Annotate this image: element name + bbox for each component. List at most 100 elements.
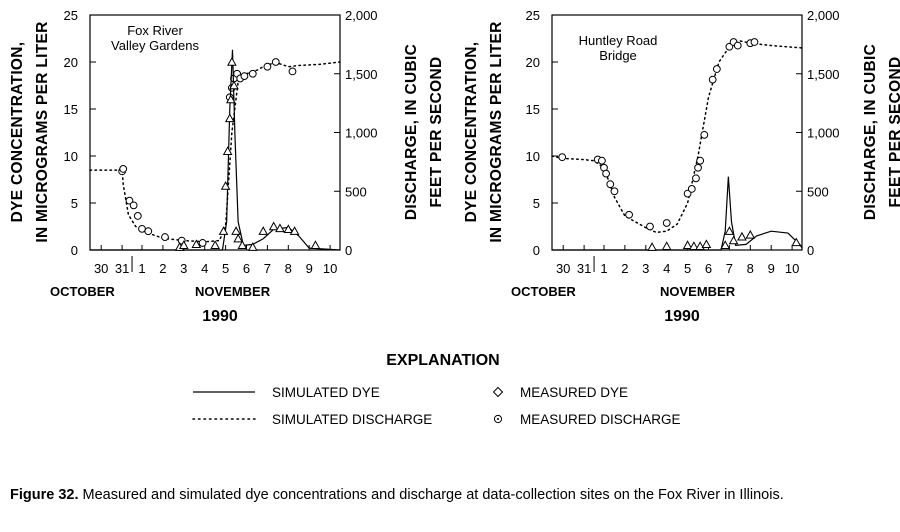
x-tick-label: 2	[621, 261, 628, 276]
measured-dye-point	[737, 231, 747, 241]
caption-text: Measured and simulated dye concentration…	[82, 487, 784, 503]
measured-dye-point	[661, 241, 672, 250]
measured-discharge-point	[144, 227, 153, 236]
measured-dye-point	[258, 226, 269, 235]
x-tick-label: 2	[159, 261, 166, 276]
measured-dye-point	[218, 226, 229, 235]
x-month-label: OCTOBER	[511, 284, 576, 299]
measured-discharge-point	[687, 185, 696, 193]
site-label: Bridge	[599, 48, 637, 63]
caption-label: Figure 32.	[10, 487, 79, 503]
x-tick-label: 30	[556, 261, 570, 276]
legend-label: MEASURED DYE	[520, 385, 628, 400]
y-left-tick-label: 10	[64, 149, 78, 164]
measured-discharge-point	[271, 58, 280, 66]
x-tick-label: 6	[243, 261, 250, 276]
x-tick-label: 8	[747, 261, 754, 276]
y-right-tick-label: 1,500	[345, 67, 378, 82]
x-year-label: 1990	[664, 308, 700, 325]
measured-dye-point	[701, 239, 712, 249]
y-right-axis-label: DISCHARGE, IN CUBIC	[862, 44, 879, 220]
legend: EXPLANATION SIMULATED DYE SIMULATED DISCHA…	[192, 352, 681, 427]
simulated-dye-line	[90, 49, 341, 251]
measured-dye-point	[229, 80, 239, 90]
y-left-tick-label: 5	[533, 196, 540, 211]
diamond-marker-icon	[492, 386, 504, 398]
measured-discharge-point	[662, 219, 671, 227]
measured-dye-point	[227, 56, 237, 66]
y-right-tick-label: 1,500	[807, 67, 840, 82]
y-left-tick-label: 10	[526, 149, 540, 164]
measured-discharge-point	[598, 156, 606, 165]
measured-discharge-point	[263, 62, 272, 71]
y-right-axis-label: FEET PER SECOND	[887, 57, 900, 208]
y-right-axis-label: FEET PER SECOND	[428, 57, 445, 208]
measured-dye-point	[289, 226, 300, 235]
legend-label: MEASURED DISCHARGE	[520, 412, 681, 427]
measured-dye-point	[745, 229, 756, 239]
measured-dye-point	[647, 242, 657, 251]
y-left-tick-label: 15	[526, 102, 540, 117]
x-tick-label: 9	[768, 261, 775, 276]
y-left-axis-label: IN MICROGRAMS PER LITER	[488, 21, 505, 242]
measured-discharge-point	[133, 212, 142, 220]
y-left-tick-label: 20	[526, 55, 540, 70]
legend-item: SIMULATED DYE	[193, 385, 380, 400]
measured-dye-point	[178, 240, 189, 249]
simulated-dye-line	[552, 176, 803, 251]
x-month-label: NOVEMBER	[195, 284, 271, 299]
legend-item: MEASURED DYE	[492, 385, 628, 400]
y-right-tick-label: 0	[807, 243, 814, 258]
measured-dye-point	[233, 233, 243, 243]
measured-discharge-point	[119, 165, 128, 173]
y-right-tick-label: 2,000	[345, 8, 378, 23]
measured-discharge-point	[610, 187, 619, 196]
measured-discharge-point	[696, 156, 705, 165]
x-tick-label: 1	[600, 261, 607, 276]
measured-discharge-point	[606, 180, 615, 189]
measured-discharge-point	[750, 38, 759, 46]
y-left-tick-label: 5	[71, 196, 78, 211]
y-left-tick-label: 25	[64, 8, 78, 23]
y-right-tick-label: 500	[807, 184, 829, 199]
y-right-tick-label: 2,000	[807, 8, 840, 23]
measured-dye-point	[210, 240, 220, 249]
measured-dye-point	[689, 241, 699, 250]
site-label: Fox River	[127, 23, 183, 38]
y-left-tick-label: 0	[71, 243, 78, 258]
x-month-label: NOVEMBER	[660, 284, 736, 299]
measured-discharge-point	[708, 75, 717, 84]
measured-discharge-point	[692, 174, 700, 183]
measured-dye-point	[724, 226, 735, 235]
measured-discharge-point	[712, 65, 721, 73]
y-right-axis-label: DISCHARGE, IN CUBIC	[403, 44, 420, 220]
y-left-tick-label: 15	[64, 102, 78, 117]
legend-label: SIMULATED DISCHARGE	[272, 412, 432, 427]
measured-discharge-point	[129, 201, 138, 210]
legend-title: EXPLANATION	[386, 352, 499, 369]
y-left-axis-label: DYE CONCENTRATION,	[9, 42, 26, 223]
measured-dye-point	[225, 94, 236, 104]
measured-dye-point	[275, 223, 285, 233]
x-tick-label: 8	[285, 261, 292, 276]
site-label: Huntley Road	[579, 33, 658, 48]
x-year-label: 1990	[202, 308, 238, 325]
measured-dye-point	[268, 221, 279, 231]
x-tick-label: 3	[642, 261, 649, 276]
x-tick-label: 6	[705, 261, 712, 276]
plot-frame	[551, 14, 803, 251]
measured-dye-point	[191, 239, 202, 249]
measured-dye-point	[222, 146, 233, 155]
measured-discharge-point	[625, 210, 633, 219]
x-tick-label: 1	[138, 261, 145, 276]
measured-discharge-point	[733, 41, 742, 50]
circle-marker-dot	[497, 418, 499, 420]
site-label: Valley Gardens	[111, 38, 199, 53]
measured-discharge-point	[288, 67, 297, 76]
legend-label: SIMULATED DYE	[272, 385, 380, 400]
x-tick-label: 5	[222, 261, 229, 276]
y-left-axis-label: IN MICROGRAMS PER LITER	[34, 21, 51, 242]
simulated-discharge-line	[89, 61, 341, 243]
measured-dye-point	[237, 240, 248, 249]
